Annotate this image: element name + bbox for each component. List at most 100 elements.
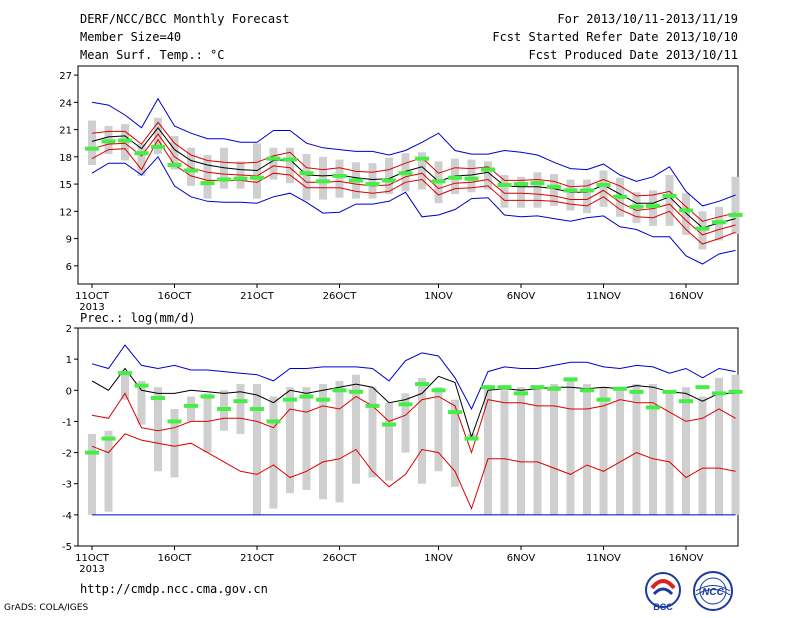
panel2-spread-box [385, 402, 393, 481]
panel2-median-marker [200, 394, 215, 399]
panel1-x-tick-year: 2013 [79, 302, 104, 313]
panel1-spread-box [170, 135, 179, 170]
panel1-spread-box [302, 154, 311, 201]
panel1-median-marker [365, 182, 380, 187]
panel1-upper-line [91, 121, 736, 222]
panel1-median-marker [712, 220, 726, 225]
panel1-median-marker [448, 175, 462, 180]
panel2-median-marker [101, 436, 116, 441]
panel2-spread-box [319, 384, 327, 500]
panel2-median-marker [613, 386, 627, 391]
panel2-spread-box [649, 384, 657, 515]
panel2-y-tick-label: -3 [62, 480, 72, 491]
panel1-x-tick-label: 16OCT [158, 291, 193, 302]
panel1-median-marker [580, 188, 594, 193]
panel1-median-marker [118, 138, 132, 143]
panel2-median-marker [563, 377, 578, 382]
panel1-median-marker [349, 178, 363, 183]
panel2-spread-box [566, 377, 575, 515]
panel1-median-marker [167, 163, 182, 168]
panel1-spread-box [187, 147, 195, 186]
panel2-spread-box [451, 399, 459, 487]
panel2-spread-box [616, 387, 624, 515]
panel2-mean-line [91, 367, 736, 439]
variable-label: Mean Surf. Temp.: °C [80, 48, 225, 62]
panel1-median-marker [299, 171, 314, 176]
panel2-median-marker [580, 388, 594, 393]
panel1-spread-box [500, 175, 509, 208]
panel2-median-marker [448, 410, 462, 415]
panel1-median-marker [134, 151, 149, 156]
panel2-x-tick-year: 2013 [79, 564, 104, 575]
panel2-median-marker [283, 397, 297, 402]
panel1-spread-box [269, 147, 278, 180]
panel2-spread-box [137, 380, 146, 425]
panel1-median-marker [151, 144, 165, 149]
panel2-median-marker [365, 403, 380, 408]
panel2-spread-box [715, 377, 723, 515]
panel2-spread-box [500, 390, 509, 515]
panel2-median-marker [349, 389, 363, 394]
panel2-spread-box [269, 396, 278, 509]
panel2-lower-line [91, 433, 736, 510]
panel2-x-tick-label: 16OCT [158, 553, 193, 564]
panel1-lower2-line [91, 138, 736, 245]
panel2-y-tick-label: -4 [62, 511, 72, 522]
panel2-y-tick-label: -2 [62, 449, 72, 460]
panel2-spread-box [88, 433, 96, 515]
panel2-median-marker [530, 385, 545, 390]
panel2-spread-box [682, 387, 690, 515]
panel1-median-marker [563, 188, 578, 193]
panel1-median-marker [679, 208, 693, 213]
panel1-x-tick-label: 11NOV [586, 291, 621, 302]
panel2-spread-box [599, 387, 608, 515]
panel1-x-tick-label: 16NOV [669, 291, 704, 302]
panel1-y-tick-label: 27 [59, 71, 72, 82]
panel1-median-marker [283, 157, 297, 162]
panel2-median-marker [233, 399, 248, 404]
ncc-logo: NCC [693, 571, 733, 611]
panel2-median-marker [481, 385, 495, 390]
panel1-median-marker [646, 203, 660, 208]
panel2-y-tick-label: 1 [66, 355, 72, 366]
panel2-median-marker [431, 388, 446, 393]
panel2-median-marker [464, 436, 479, 441]
panel1-median-marker [728, 212, 743, 217]
panel2-y-tick-label: 2 [66, 324, 72, 335]
panel2-median-marker [134, 383, 149, 388]
panel2-spread-box [533, 387, 542, 515]
grads-credit: GrADS: COLA/IGES [4, 603, 89, 613]
panel2-spread-box [632, 384, 641, 515]
panel2-spread-box [665, 393, 674, 515]
panel2-median-marker [662, 389, 677, 394]
panel1-y-tick-label: 15 [59, 180, 72, 191]
panel1-spread-box [517, 176, 525, 208]
panel2-median-marker [547, 386, 561, 391]
panel2-spread-box [187, 396, 195, 422]
bcc-logo-text: BCC [653, 602, 673, 612]
panel2-median-marker [695, 385, 710, 390]
panel1-median-marker [695, 226, 710, 231]
panel2-spread-box [698, 396, 707, 515]
bcc-logo: BCC [645, 572, 681, 612]
panel1-median-marker [629, 204, 644, 209]
panel1-median-marker [596, 182, 611, 187]
panel1-median-marker [398, 171, 413, 176]
panel2-x-tick-label: 26OCT [323, 553, 358, 564]
panel1-spread-box [484, 161, 492, 190]
panel2-median-marker [679, 399, 693, 404]
panel1-x-tick-label: 1NOV [424, 291, 453, 302]
panel1-x-tick-label: 21OCT [240, 291, 275, 302]
panel2-median-marker [712, 391, 726, 396]
panel1-max-line [91, 97, 736, 207]
panel1-spread-box [203, 155, 212, 199]
panel1-y-tick-label: 9 [66, 235, 72, 246]
panel2-spread-box [583, 384, 591, 515]
panel2-spread-box [236, 384, 245, 434]
panel1-spread-box [467, 159, 476, 193]
panel2-y-tick-label: -1 [62, 417, 72, 428]
panel1-spread-box [550, 174, 558, 206]
panel1-spread-box [335, 159, 344, 198]
panel2-x-tick-label: 16NOV [669, 553, 704, 564]
panel1-median-marker [481, 167, 495, 172]
